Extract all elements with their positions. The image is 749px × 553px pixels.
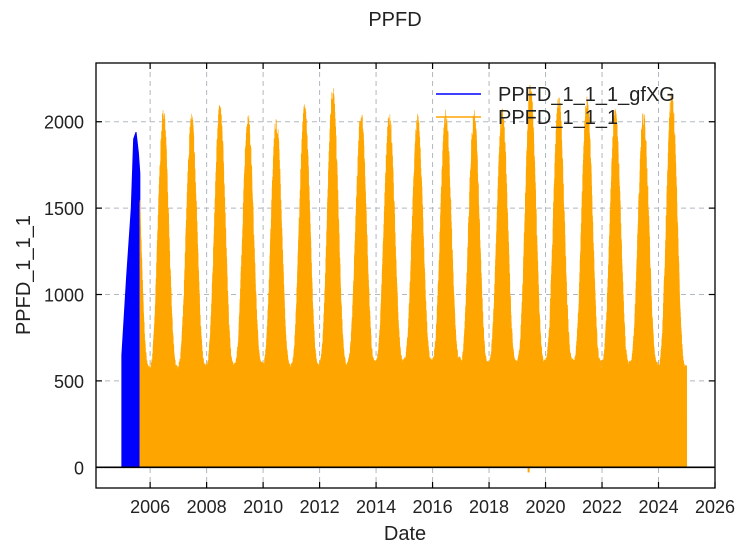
x-axis-label: Date	[384, 523, 426, 545]
x-tick-label: 2018	[469, 497, 509, 517]
y-tick-label: 0	[74, 458, 84, 478]
x-tick-label: 2026	[695, 497, 735, 517]
x-tick-label: 2010	[243, 497, 283, 517]
x-tick-label: 2014	[356, 497, 396, 517]
x-tick-label: 2020	[526, 497, 566, 517]
y-tick-label: 1500	[44, 199, 84, 219]
x-tick-label: 2022	[582, 497, 622, 517]
plot-frame	[95, 62, 716, 489]
legend: PPFD_1_1_1_gfXG PPFD_1_1_1	[436, 84, 675, 129]
y-axis-label: PPFD_1_1_1	[13, 215, 35, 335]
x-tick-label: 2024	[638, 497, 678, 517]
series-gfxg-area	[121, 131, 141, 468]
axis-ticks: 2006 2008 2010 2012 2014 2016 2018 2020 2022 2024…	[44, 63, 735, 517]
legend-label-gfxg: PPFD_1_1_1_gfXG	[498, 84, 675, 106]
series-ppfd-area	[139, 85, 688, 468]
x-tick-label: 2006	[130, 497, 170, 517]
y-tick-label: 2000	[44, 113, 84, 133]
chart-title: PPFD	[368, 9, 421, 31]
x-tick-label: 2008	[187, 497, 227, 517]
plot-data	[121, 85, 688, 473]
y-tick-label: 500	[54, 372, 84, 392]
x-tick-label: 2012	[300, 497, 340, 517]
y-tick-label: 1000	[44, 286, 84, 306]
x-tick-label: 2016	[413, 497, 453, 517]
legend-label-ppfd: PPFD_1_1_1	[498, 107, 618, 129]
